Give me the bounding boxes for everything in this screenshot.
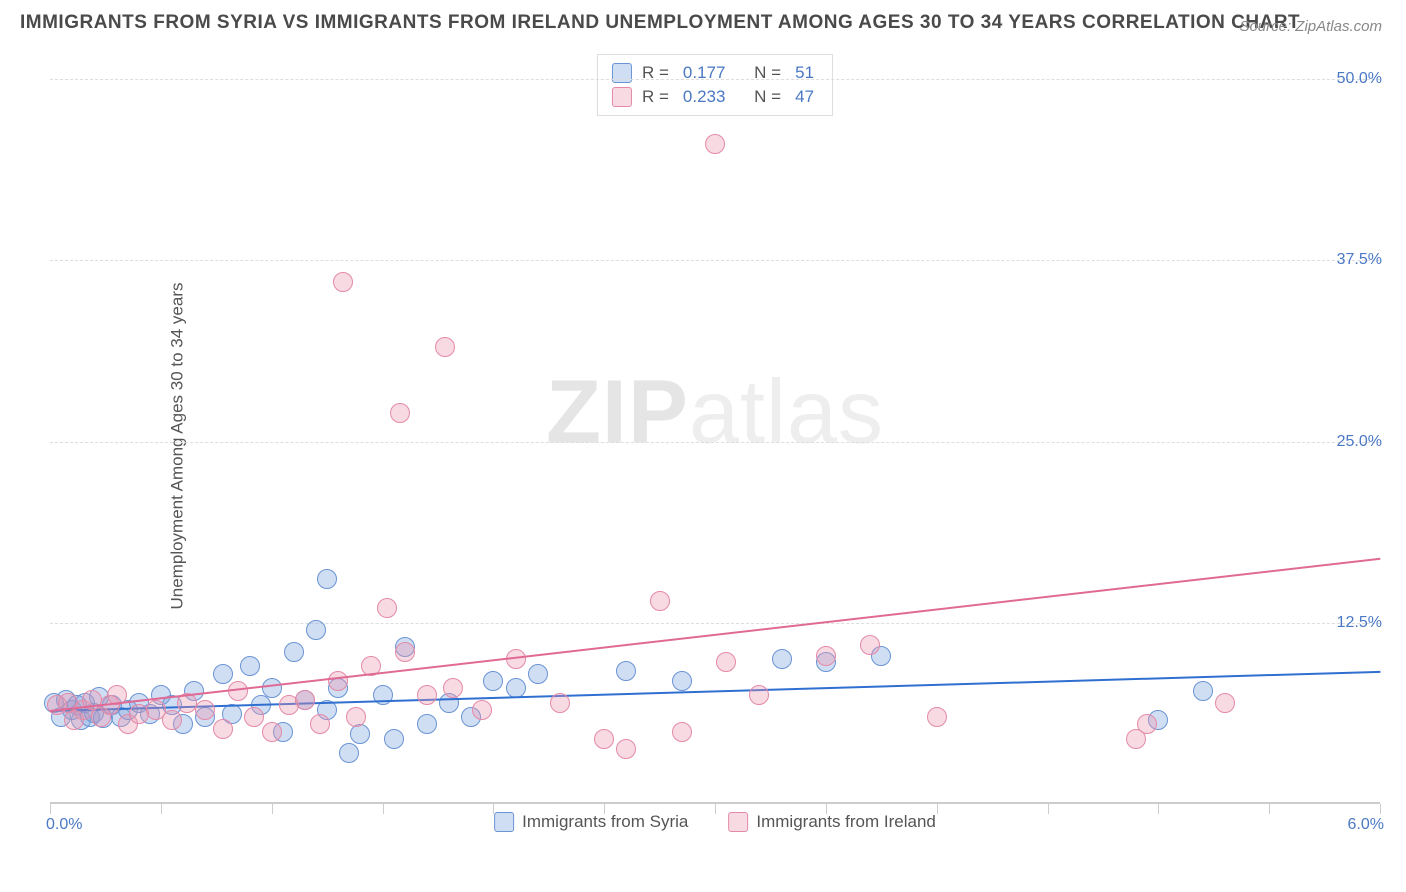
- x-tick: [161, 804, 162, 814]
- x-tick: [272, 804, 273, 814]
- scatter-point-syria: [339, 743, 359, 763]
- scatter-point-ireland: [650, 591, 670, 611]
- scatter-point-ireland: [435, 337, 455, 357]
- scatter-point-ireland: [213, 719, 233, 739]
- legend-item-ireland: Immigrants from Ireland: [728, 812, 936, 832]
- grid-line: [50, 260, 1380, 261]
- swatch-syria-icon: [612, 63, 632, 83]
- plot-area: ZIPatlas 0.0% 6.0% R = 0.177 N = 51 R = …: [50, 50, 1380, 840]
- grid-line: [50, 79, 1380, 80]
- scatter-point-ireland: [594, 729, 614, 749]
- swatch-ireland-icon: [728, 812, 748, 832]
- watermark: ZIPatlas: [546, 362, 884, 465]
- scatter-point-ireland: [162, 710, 182, 730]
- x-axis-min-label: 0.0%: [46, 816, 82, 834]
- source-label: Source: ZipAtlas.com: [1239, 18, 1382, 35]
- scatter-point-syria: [284, 642, 304, 662]
- scatter-point-ireland: [390, 403, 410, 423]
- x-tick: [493, 804, 494, 814]
- scatter-point-ireland: [195, 700, 215, 720]
- swatch-syria-icon: [494, 812, 514, 832]
- scatter-point-ireland: [672, 722, 692, 742]
- x-tick: [604, 804, 605, 814]
- scatter-point-ireland: [1137, 714, 1157, 734]
- scatter-point-ireland: [816, 646, 836, 666]
- scatter-point-ireland: [472, 700, 492, 720]
- scatter-point-ireland: [616, 739, 636, 759]
- scatter-point-syria: [384, 729, 404, 749]
- y-tick-label: 37.5%: [1337, 251, 1382, 269]
- scatter-point-syria: [213, 664, 233, 684]
- x-tick: [937, 804, 938, 814]
- stats-legend-box: R = 0.177 N = 51 R = 0.233 N = 47: [597, 54, 833, 116]
- scatter-point-ireland: [705, 134, 725, 154]
- stats-row-ireland: R = 0.233 N = 47: [612, 85, 818, 109]
- scatter-point-ireland: [860, 635, 880, 655]
- bottom-legend: Immigrants from Syria Immigrants from Ir…: [494, 812, 936, 832]
- scatter-point-syria: [417, 714, 437, 734]
- grid-line: [50, 442, 1380, 443]
- x-tick: [1269, 804, 1270, 814]
- scatter-point-ireland: [310, 714, 330, 734]
- scatter-point-syria: [772, 649, 792, 669]
- swatch-ireland-icon: [612, 87, 632, 107]
- scatter-point-ireland: [333, 272, 353, 292]
- scatter-point-ireland: [295, 690, 315, 710]
- scatter-point-syria: [240, 656, 260, 676]
- x-tick: [1380, 804, 1381, 814]
- scatter-point-ireland: [749, 685, 769, 705]
- x-tick: [1158, 804, 1159, 814]
- y-tick-label: 12.5%: [1337, 614, 1382, 632]
- scatter-point-syria: [483, 671, 503, 691]
- scatter-point-syria: [506, 678, 526, 698]
- trend-line-syria: [50, 671, 1380, 712]
- legend-item-syria: Immigrants from Syria: [494, 812, 688, 832]
- x-tick: [826, 804, 827, 814]
- scatter-point-ireland: [377, 598, 397, 618]
- scatter-point-ireland: [328, 671, 348, 691]
- scatter-point-ireland: [716, 652, 736, 672]
- scatter-point-ireland: [262, 722, 282, 742]
- chart-title: IMMIGRANTS FROM SYRIA VS IMMIGRANTS FROM…: [20, 12, 1300, 34]
- x-tick: [383, 804, 384, 814]
- scatter-point-ireland: [1215, 693, 1235, 713]
- scatter-point-syria: [262, 678, 282, 698]
- scatter-point-ireland: [346, 707, 366, 727]
- y-tick-label: 50.0%: [1337, 70, 1382, 88]
- stats-row-syria: R = 0.177 N = 51: [612, 61, 818, 85]
- scatter-point-ireland: [417, 685, 437, 705]
- x-tick: [50, 804, 51, 814]
- scatter-point-syria: [1193, 681, 1213, 701]
- scatter-point-ireland: [550, 693, 570, 713]
- scatter-point-syria: [528, 664, 548, 684]
- x-axis-max-label: 6.0%: [1348, 816, 1384, 834]
- scatter-point-ireland: [244, 707, 264, 727]
- scatter-point-syria: [616, 661, 636, 681]
- scatter-point-ireland: [927, 707, 947, 727]
- scatter-point-syria: [350, 724, 370, 744]
- trend-line-ireland: [50, 558, 1380, 712]
- x-tick: [1048, 804, 1049, 814]
- x-tick: [715, 804, 716, 814]
- scatter-point-syria: [672, 671, 692, 691]
- scatter-point-ireland: [395, 642, 415, 662]
- grid-line: [50, 623, 1380, 624]
- scatter-point-syria: [306, 620, 326, 640]
- y-tick-label: 25.0%: [1337, 433, 1382, 451]
- scatter-point-ireland: [443, 678, 463, 698]
- scatter-point-syria: [317, 569, 337, 589]
